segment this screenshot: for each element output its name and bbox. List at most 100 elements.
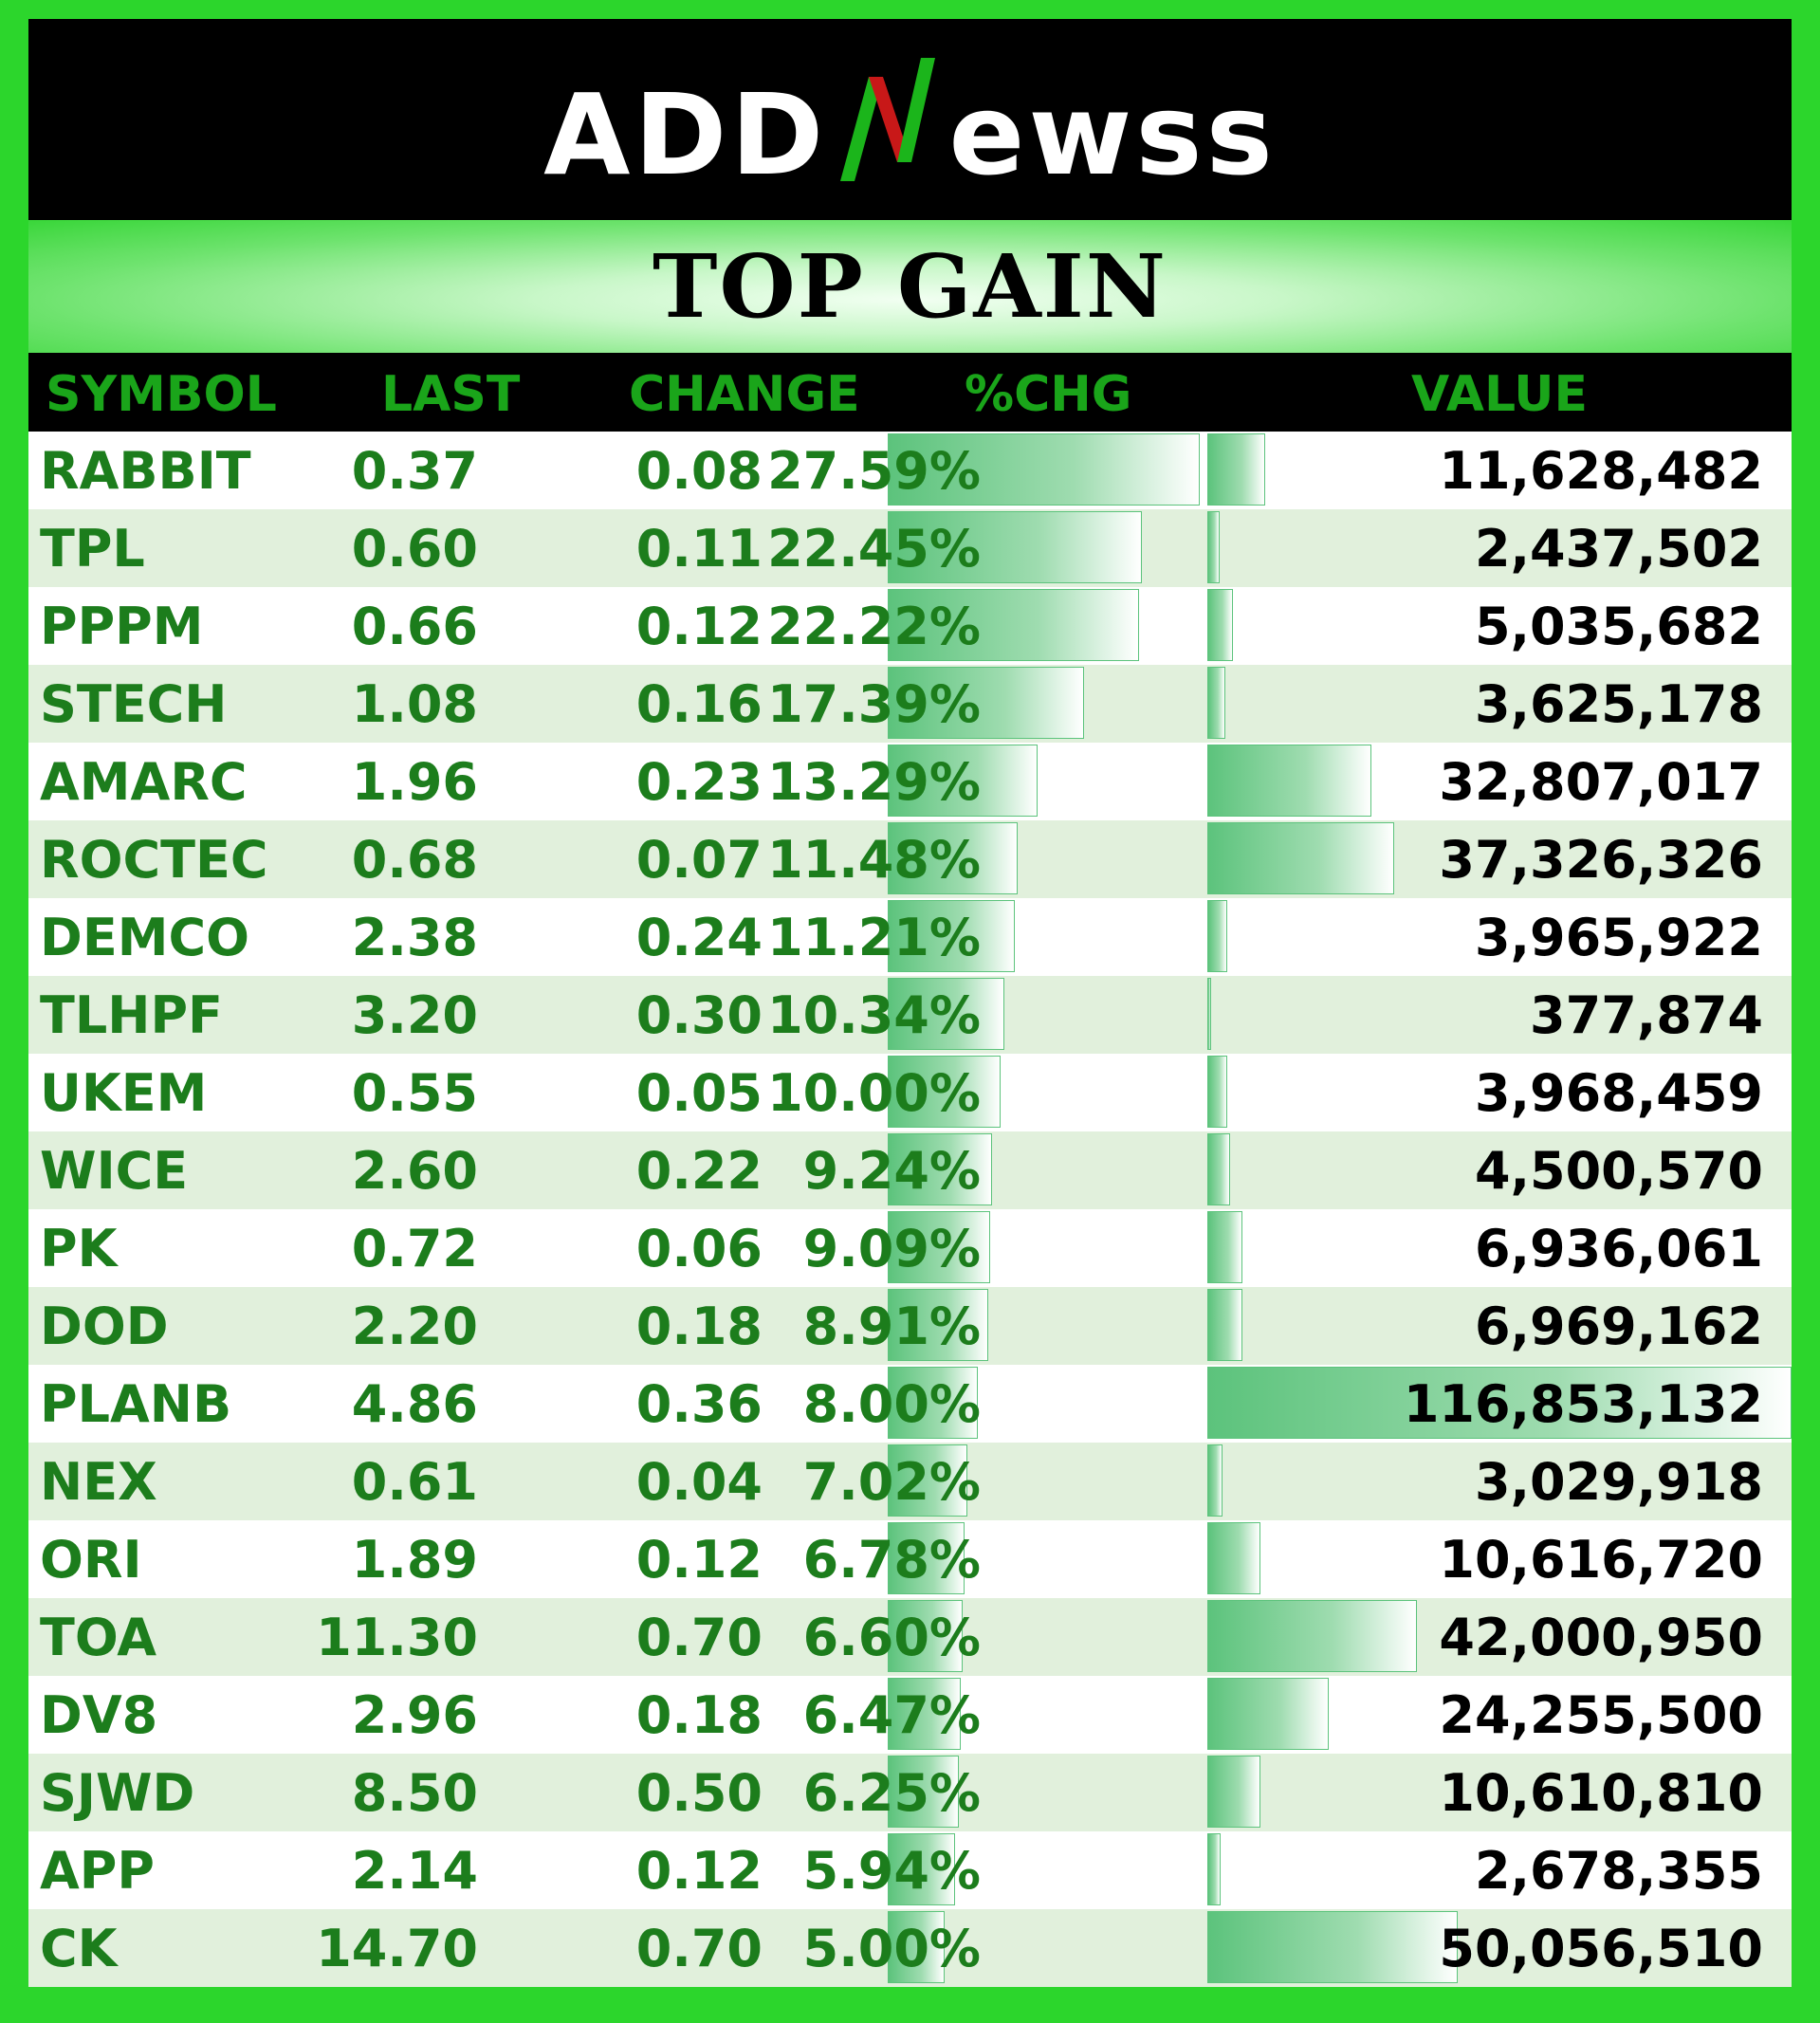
pct-change-bar	[888, 1367, 979, 1439]
value-bar	[1207, 1600, 1418, 1672]
value-cell: 5,035,682	[1474, 597, 1763, 656]
value-bar	[1207, 1367, 1792, 1439]
symbol-cell: PPPM	[40, 597, 204, 656]
table-row: PK 0.72 0.06 9.09% 6,936,061	[28, 1209, 1792, 1287]
symbol-cell: WICE	[40, 1141, 189, 1201]
value-bar	[1207, 1678, 1329, 1750]
page-title: TOP GAIN	[653, 235, 1167, 338]
symbol-cell: RABBIT	[40, 441, 251, 501]
pct-change-cell: 7.02%	[802, 1452, 981, 1512]
value-cell: 2,437,502	[1474, 519, 1763, 579]
pct-change-cell: 13.29%	[767, 752, 981, 812]
table-header: SYMBOL LAST CHANGE %CHG VALUE	[28, 353, 1792, 432]
change-cell: 0.18	[635, 1297, 763, 1356]
table-row: WICE 2.60 0.22 9.24% 4,500,570	[28, 1131, 1792, 1209]
value-bar	[1207, 1444, 1223, 1517]
last-price-cell: 0.68	[351, 830, 478, 890]
value-bar	[1207, 1756, 1260, 1828]
pct-change-cell: 10.00%	[767, 1063, 981, 1123]
table-row: STECH 1.08 0.16 17.39% 3,625,178	[28, 665, 1792, 743]
last-price-cell: 2.60	[351, 1141, 478, 1201]
change-cell: 0.70	[635, 1919, 763, 1978]
symbol-cell: PK	[40, 1219, 118, 1278]
symbol-cell: STECH	[40, 674, 228, 734]
table-row: PPPM 0.66 0.12 22.22% 5,035,682	[28, 587, 1792, 665]
value-cell: 6,936,061	[1474, 1219, 1763, 1278]
value-bar	[1207, 822, 1394, 894]
pct-change-bar	[888, 1211, 991, 1283]
symbol-cell: DEMCO	[40, 908, 249, 967]
last-price-cell: 8.50	[351, 1763, 478, 1823]
value-bar	[1207, 433, 1266, 506]
pct-change-bar	[888, 433, 1200, 506]
change-cell: 0.12	[635, 597, 763, 656]
table-row: PLANB 4.86 0.36 8.00% 116,853,132	[28, 1365, 1792, 1443]
table-row: TOA 11.30 0.70 6.60% 42,000,950	[28, 1598, 1792, 1676]
pct-change-bar	[888, 1133, 993, 1205]
pct-change-cell: 22.45%	[767, 519, 981, 579]
table-row: SJWD 8.50 0.50 6.25% 10,610,810	[28, 1754, 1792, 1831]
symbol-cell: ROCTEC	[40, 830, 268, 890]
pct-change-cell: 6.78%	[802, 1530, 981, 1590]
last-price-cell: 0.61	[351, 1452, 478, 1512]
table-row: DOD 2.20 0.18 8.91% 6,969,162	[28, 1287, 1792, 1365]
change-cell: 0.07	[635, 830, 763, 890]
pct-change-bar	[888, 1522, 965, 1594]
pct-change-bar	[888, 1756, 959, 1828]
value-cell: 24,255,500	[1439, 1685, 1763, 1745]
pct-change-cell: 8.91%	[802, 1297, 981, 1356]
table-row: AMARC 1.96 0.23 13.29% 32,807,017	[28, 743, 1792, 820]
value-bar	[1207, 900, 1227, 972]
pct-change-bar	[888, 511, 1142, 583]
change-cell: 0.08	[635, 441, 763, 501]
symbol-cell: TOA	[40, 1608, 157, 1667]
table-row: UKEM 0.55 0.05 10.00% 3,968,459	[28, 1054, 1792, 1131]
last-price-cell: 11.30	[316, 1608, 478, 1667]
header-pct-change: %CHG	[965, 366, 1132, 423]
table-row: ROCTEC 0.68 0.07 11.48% 37,326,326	[28, 820, 1792, 898]
value-cell: 37,326,326	[1439, 830, 1763, 890]
change-cell: 0.30	[635, 985, 763, 1045]
value-bar	[1207, 1522, 1260, 1594]
symbol-cell: UKEM	[40, 1063, 208, 1123]
change-cell: 0.04	[635, 1452, 763, 1512]
value-cell: 6,969,162	[1474, 1297, 1763, 1356]
value-cell: 3,625,178	[1474, 674, 1763, 734]
pct-change-bar	[888, 822, 1018, 894]
value-cell: 11,628,482	[1439, 441, 1763, 501]
value-bar	[1207, 667, 1226, 739]
pct-change-cell: 11.48%	[767, 830, 981, 890]
change-cell: 0.23	[635, 752, 763, 812]
change-cell: 0.70	[635, 1608, 763, 1667]
table-body: RABBIT 0.37 0.08 27.59% 11,628,482 TPL 0.60 0.1…	[28, 432, 1792, 1987]
value-bar	[1207, 1056, 1227, 1128]
value-bar	[1207, 978, 1211, 1050]
pct-change-cell: 27.59%	[767, 441, 981, 501]
value-bar	[1207, 1833, 1222, 1905]
change-cell: 0.05	[635, 1063, 763, 1123]
last-price-cell: 4.86	[351, 1374, 478, 1434]
value-cell: 10,616,720	[1439, 1530, 1763, 1590]
value-bar	[1207, 1211, 1242, 1283]
value-cell: 377,874	[1530, 985, 1763, 1045]
pct-change-bar	[888, 1056, 1002, 1128]
last-price-cell: 1.96	[351, 752, 478, 812]
value-cell: 50,056,510	[1439, 1919, 1763, 1978]
pct-change-bar	[888, 589, 1139, 661]
symbol-cell: APP	[40, 1841, 155, 1901]
title-band: TOP GAIN	[28, 220, 1792, 353]
last-price-cell: 1.08	[351, 674, 478, 734]
value-bar	[1207, 511, 1220, 583]
symbol-cell: SJWD	[40, 1763, 195, 1823]
last-price-cell: 2.38	[351, 908, 478, 967]
header-change: CHANGE	[629, 366, 860, 423]
pct-change-cell: 5.94%	[802, 1841, 981, 1901]
pct-change-bar	[888, 745, 1039, 817]
pct-change-cell: 8.00%	[802, 1374, 981, 1434]
symbol-cell: ORI	[40, 1530, 142, 1590]
gainers-table: SYMBOL LAST CHANGE %CHG VALUE RABBIT 0.37…	[28, 353, 1792, 1987]
change-cell: 0.16	[635, 674, 763, 734]
brand-text-part1: ADD	[543, 69, 828, 200]
table-row: ORI 1.89 0.12 6.78% 10,616,720	[28, 1520, 1792, 1598]
